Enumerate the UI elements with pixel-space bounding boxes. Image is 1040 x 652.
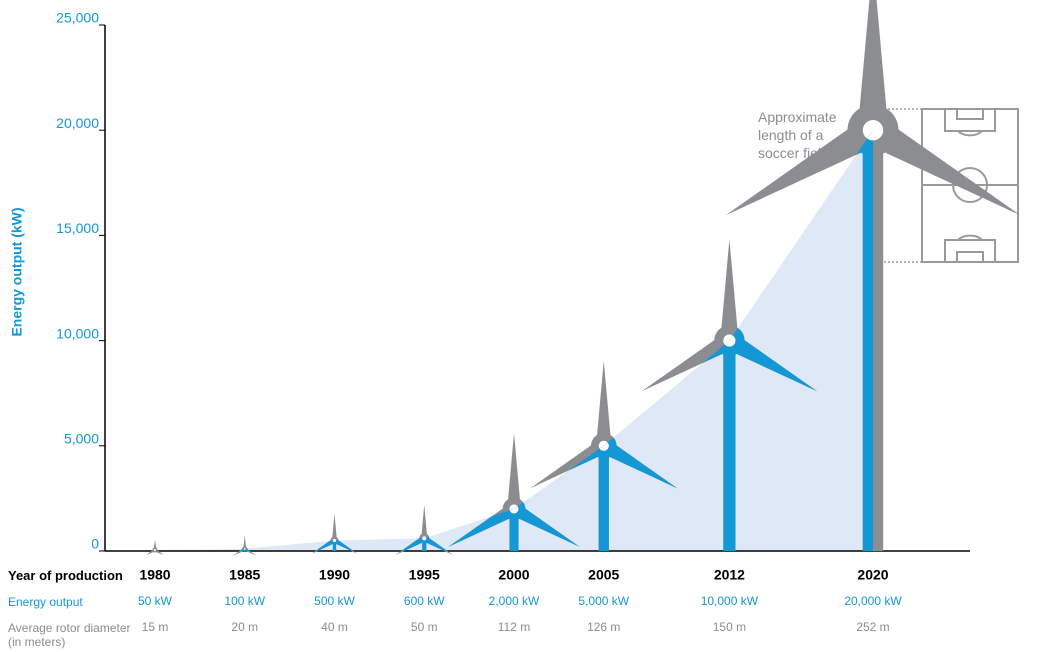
- blade: [395, 535, 426, 551]
- diameter-label: 252 m: [856, 620, 889, 634]
- blade: [333, 538, 358, 551]
- x-tick-label: 1980: [139, 567, 170, 583]
- diameter-label: 40 m: [321, 620, 348, 634]
- row-label: Year of production: [8, 568, 123, 583]
- blade: [510, 503, 580, 547]
- y-tick-label: 15,000: [56, 220, 99, 236]
- energy-label: 100 kW: [224, 594, 265, 608]
- energy-label: 600 kW: [404, 594, 445, 608]
- blade: [153, 539, 157, 550]
- y-axis-title: Energy output (kW): [9, 207, 25, 336]
- tower: [862, 130, 873, 551]
- tower: [332, 540, 337, 551]
- diameter-label: 126 m: [587, 620, 620, 634]
- blade: [720, 239, 739, 341]
- tower: [422, 538, 427, 551]
- blade: [311, 538, 336, 551]
- blade: [332, 513, 337, 541]
- blade: [641, 332, 734, 392]
- x-tick-label: 1995: [409, 567, 440, 583]
- energy-label: 10,000 kW: [701, 594, 759, 608]
- blade: [865, 116, 1021, 216]
- soccer-field: [880, 108, 1019, 263]
- energy-label: 20,000 kW: [844, 594, 902, 608]
- blade: [596, 360, 612, 446]
- diameter-label: 150 m: [713, 620, 746, 634]
- diameter-label: 50 m: [411, 620, 438, 634]
- blade: [599, 439, 678, 489]
- row-label: Average rotor diameter (in meters): [8, 621, 131, 649]
- y-tick-label: 20,000: [56, 115, 99, 131]
- tower: [509, 508, 519, 551]
- area: [155, 130, 873, 551]
- x-tick-label: 2000: [498, 567, 529, 583]
- blade: [725, 116, 881, 216]
- y-tick-label: 25,000: [56, 10, 99, 26]
- diameter-label: 112 m: [498, 620, 530, 634]
- energy-label: 500 kW: [314, 594, 355, 608]
- x-tick-label: 2012: [714, 567, 745, 583]
- diameter-label: 15 m: [142, 620, 169, 634]
- blade: [243, 535, 247, 549]
- blade: [448, 503, 518, 547]
- energy-label: 5,000 kW: [578, 594, 629, 608]
- tower: [598, 445, 609, 551]
- x-tick-label: 1990: [319, 567, 350, 583]
- tower: [723, 340, 736, 551]
- blade: [530, 439, 608, 489]
- x-tick-label: 2020: [857, 567, 888, 583]
- energy-label: 2,000 kW: [489, 594, 540, 608]
- energy-label: 50 kW: [138, 594, 173, 608]
- blade: [857, 0, 889, 131]
- y-tick-label: 0: [91, 536, 99, 552]
- diameter-label: 20 m: [231, 620, 258, 634]
- y-tick-label: 5,000: [64, 431, 99, 447]
- blade: [507, 433, 521, 509]
- blade: [421, 504, 428, 539]
- blade: [724, 332, 818, 392]
- row-label: Energy output: [8, 595, 83, 609]
- y-tick-label: 10,000: [56, 325, 99, 341]
- blade: [422, 535, 454, 551]
- annotation: Approximate length of a soccer field: [758, 109, 837, 161]
- x-tick-label: 1985: [229, 567, 260, 583]
- x-tick-label: 2005: [588, 567, 619, 583]
